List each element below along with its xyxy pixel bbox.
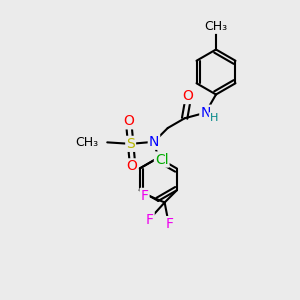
Text: S: S — [126, 137, 135, 151]
Text: N: N — [149, 135, 159, 149]
Text: F: F — [140, 189, 148, 203]
Text: Cl: Cl — [155, 153, 169, 166]
Text: CH₃: CH₃ — [76, 136, 99, 149]
Text: CH₃: CH₃ — [204, 20, 228, 33]
Text: F: F — [146, 213, 154, 226]
Text: O: O — [127, 159, 138, 173]
Text: O: O — [182, 89, 193, 103]
Text: F: F — [165, 217, 173, 231]
Text: H: H — [210, 113, 218, 123]
Text: O: O — [124, 114, 135, 128]
Text: N: N — [200, 106, 211, 120]
